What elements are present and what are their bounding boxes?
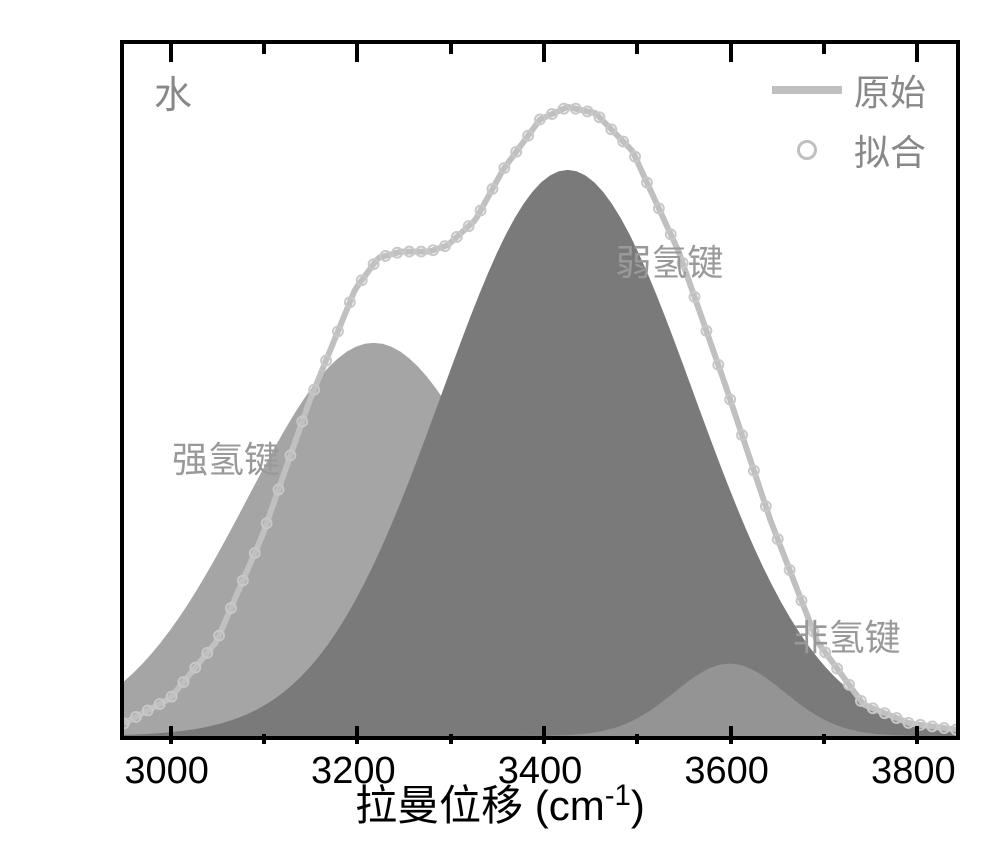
chart-container: 水 原始 拟合 强氢键 弱氢键非氢键 [120, 40, 960, 740]
x-minor-tick [822, 734, 826, 744]
x-major-tick [542, 726, 546, 744]
x-minor-tick [449, 734, 453, 744]
x-tick-label: 3600 [684, 750, 769, 793]
legend-item-raw: 原始 [772, 64, 926, 116]
peak-label-weak_h_bond: 弱氢键 [615, 234, 723, 286]
x-major-tick-top [729, 44, 733, 62]
x-minor-tick-top [262, 44, 266, 54]
legend: 原始 拟合 [772, 64, 926, 184]
x-minor-tick-top [635, 44, 639, 54]
x-major-tick-top [355, 44, 359, 62]
x-major-tick [729, 726, 733, 744]
peak-label-non_h_bond: 非氢键 [793, 609, 901, 661]
x-minor-tick-top [822, 44, 826, 54]
legend-line-icon [772, 86, 842, 94]
x-major-tick [355, 726, 359, 744]
peak-label-strong_h_bond: 强氢键 [172, 431, 280, 483]
x-major-tick [915, 726, 919, 744]
x-major-tick-top [915, 44, 919, 62]
corner-label-solvent: 水 [154, 64, 192, 119]
x-tick-label: 3000 [124, 750, 209, 793]
x-major-tick-top [542, 44, 546, 62]
x-major-tick [169, 726, 173, 744]
x-major-tick-top [169, 44, 173, 62]
x-minor-tick-top [449, 44, 453, 54]
legend-circle-icon [797, 140, 817, 160]
legend-fit-label: 拟合 [854, 124, 926, 176]
x-tick-label: 3800 [871, 750, 956, 793]
legend-raw-label: 原始 [854, 64, 926, 116]
x-axis-label: 拉曼位移 (cm-1) [355, 772, 645, 833]
x-minor-tick [635, 734, 639, 744]
x-minor-tick [262, 734, 266, 744]
legend-item-fit: 拟合 [772, 124, 926, 176]
